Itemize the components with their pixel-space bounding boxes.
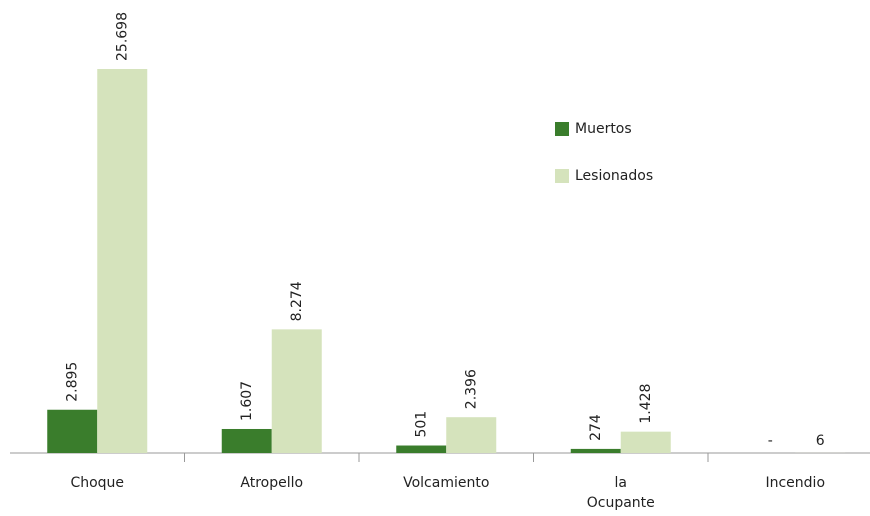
- bar: [221, 428, 272, 453]
- x-tick-label: Choque: [70, 475, 124, 491]
- bar: [620, 431, 671, 453]
- bar: [396, 445, 447, 453]
- data-label: 1.607: [239, 381, 255, 421]
- data-label: -: [768, 433, 773, 449]
- legend-swatch: [555, 169, 569, 183]
- x-tick-label: Incendio: [765, 475, 825, 491]
- legend-swatch: [555, 122, 569, 136]
- data-label: 2.396: [463, 369, 479, 409]
- data-label: 274: [588, 414, 604, 441]
- bar: [271, 329, 322, 453]
- x-tick-label: Atropello: [240, 475, 303, 491]
- data-label: 6: [816, 433, 825, 449]
- data-label: 25.698: [114, 12, 130, 61]
- x-tick-label: Volcamiento: [403, 475, 489, 491]
- data-label: 2.895: [64, 362, 80, 402]
- data-label: 501: [413, 411, 429, 438]
- data-label: 1.428: [638, 384, 654, 424]
- x-tick-label: la: [615, 475, 627, 491]
- legend-label: Muertos: [575, 121, 632, 137]
- bar: [446, 417, 497, 453]
- data-label: 8.274: [289, 281, 305, 321]
- bar: [570, 448, 621, 453]
- legend-label: Lesionados: [575, 168, 653, 184]
- bar: [97, 69, 148, 453]
- x-tick-label: Ocupante: [587, 495, 655, 511]
- bar: [47, 409, 98, 453]
